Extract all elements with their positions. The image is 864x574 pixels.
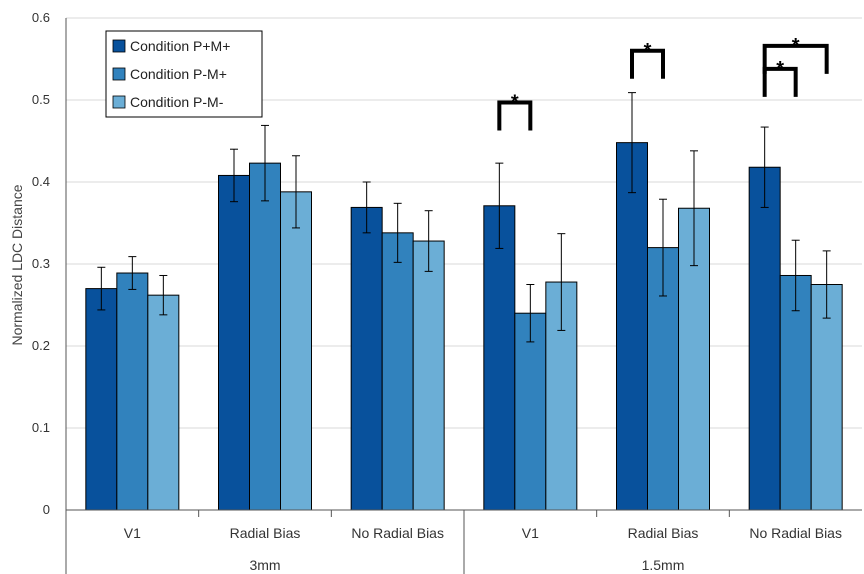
y-tick-label: 0.1 xyxy=(32,420,50,435)
y-tick-labels: 0 0.1 0.2 0.3 0.4 0.5 0.6 xyxy=(32,10,50,517)
bar xyxy=(147,294,180,511)
significance-star: * xyxy=(511,91,519,113)
category-label: Radial Bias xyxy=(230,525,301,541)
bar xyxy=(483,205,516,511)
bar xyxy=(412,240,445,511)
x-axis: V1 Radial Bias No Radial Bias V1 Radial Bias… xyxy=(65,18,862,574)
bar xyxy=(116,272,149,511)
significance-bracket xyxy=(762,66,798,97)
bar xyxy=(280,191,312,511)
category-label: Radial Bias xyxy=(628,525,699,541)
category-label: No Radial Bias xyxy=(351,525,444,541)
legend-label: Condition P-M- xyxy=(130,94,224,110)
y-tick-label: 0.4 xyxy=(32,174,50,189)
significance-star: * xyxy=(776,58,784,80)
category-label: V1 xyxy=(124,525,141,541)
y-tick-label: 0.2 xyxy=(32,338,50,353)
significance-star: * xyxy=(644,40,652,62)
y-tick-label: 0.3 xyxy=(32,256,50,271)
legend-swatch xyxy=(112,67,126,81)
error-bars xyxy=(97,92,831,343)
significance-bracket xyxy=(497,100,533,131)
legend-swatch xyxy=(112,39,126,53)
legend-label: Condition P-M+ xyxy=(130,66,227,82)
bar xyxy=(218,174,250,511)
legend: Condition P+M+ Condition P-M+ Condition P-… xyxy=(105,30,263,118)
category-label: No Radial Bias xyxy=(749,525,842,541)
significance-bracket xyxy=(762,43,829,74)
legend-swatch xyxy=(112,95,126,109)
significance-bracket xyxy=(630,48,665,79)
bar xyxy=(85,288,118,511)
legend-label: Condition P+M+ xyxy=(130,38,230,54)
category-label: V1 xyxy=(522,525,539,541)
bar xyxy=(514,312,547,511)
bar xyxy=(748,166,781,511)
significance-brackets: * * * * xyxy=(497,35,829,131)
y-tick-label: 0.6 xyxy=(32,10,50,25)
y-tick-label: 0.5 xyxy=(32,92,50,107)
y-tick-label: 0 xyxy=(43,502,50,517)
group-label: 3mm xyxy=(249,557,280,573)
bar xyxy=(381,232,414,511)
bars xyxy=(85,142,843,511)
bar xyxy=(616,142,648,511)
bar xyxy=(350,206,383,511)
bar xyxy=(249,162,281,511)
group-label: 1.5mm xyxy=(642,557,685,573)
bar xyxy=(810,284,843,511)
y-axis-title: Normalized LDC Distance xyxy=(9,184,25,345)
significance-star: * xyxy=(792,35,800,57)
legend-box xyxy=(105,30,263,118)
